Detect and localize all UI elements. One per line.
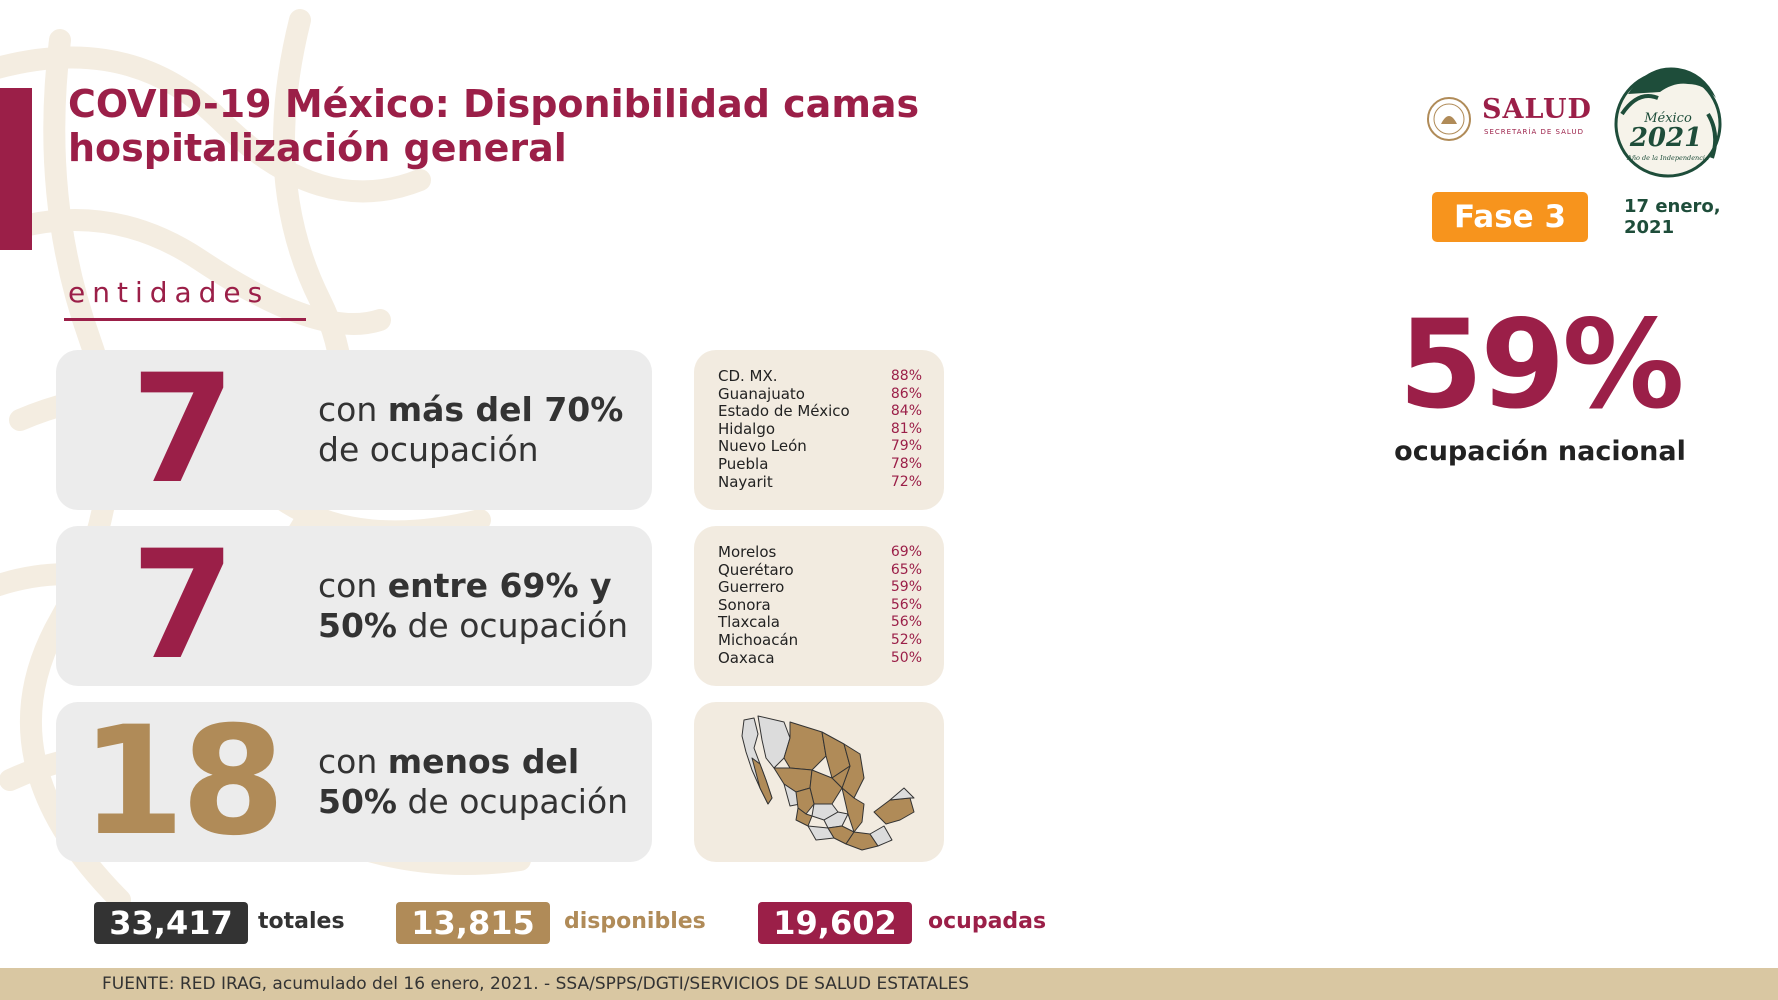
map-card — [694, 702, 944, 862]
state-row: Querétaro 65% — [718, 560, 922, 580]
group-desc-suffix: de ocupación — [397, 782, 629, 821]
state-name: Sonora — [718, 595, 771, 614]
subheading-underline — [64, 318, 306, 321]
state-occupancy-pct: 78% — [890, 455, 922, 472]
state-row: Guerrero 59% — [718, 579, 922, 597]
mexico-map-icon — [741, 715, 915, 851]
group-desc-high: con más del 70% de ocupación — [318, 390, 648, 470]
state-row: CD. MX. 88% — [718, 367, 922, 386]
state-list-high: CD. MX. 88% Guanajuato 86% Estado de México 8… — [718, 367, 922, 492]
group-desc-emphasis: menos del — [387, 742, 580, 781]
state-occupancy-pct: 52% — [890, 631, 922, 648]
state-row: Nayarit 72% — [718, 472, 922, 492]
state-occupancy-pct: 65% — [890, 561, 922, 578]
state-name: Oaxaca — [718, 648, 775, 667]
eagle-serpent-icon: México 2021 Año de la Independencia — [1614, 67, 1722, 178]
title-line-2: hospitalización general — [68, 126, 567, 170]
year-logo-line1: México — [1643, 111, 1692, 126]
state-list-card-mid: Morelos 69% Querétaro 65% Guerrero 59% Sonora 5… — [694, 526, 944, 686]
state-list-card-high: CD. MX. 88% Guanajuato 86% Estado de México 8… — [694, 350, 944, 510]
national-occupancy-value: 59% — [1398, 294, 1684, 436]
state-occupancy-pct: 79% — [890, 438, 922, 455]
year-logo-line2: 2021 — [1629, 123, 1702, 153]
state-name: Tlaxcala — [718, 613, 780, 632]
date-line-1: 17 enero, — [1624, 196, 1721, 217]
state-occupancy-pct: 56% — [890, 614, 922, 631]
section-subheading: entidades — [68, 276, 270, 309]
national-occupancy-label: ocupación nacional — [1394, 436, 1686, 467]
available-beds-label: disponibles — [564, 909, 706, 934]
group-desc-emphasis-2: 50% — [318, 782, 397, 821]
title-accent-bar — [0, 88, 32, 250]
report-date: 17 enero, 2021 — [1624, 196, 1754, 238]
state-occupancy-pct: 56% — [890, 596, 922, 613]
title-line-1: COVID-19 México: Disponibilidad camas — [68, 82, 920, 126]
group-desc-prefix: con — [318, 390, 388, 429]
state-row: Guanajuato 86% — [718, 384, 922, 404]
state-occupancy-pct: 84% — [890, 403, 922, 420]
state-list-mid: Morelos 69% Querétaro 65% Guerrero 59% Sonora 5… — [718, 543, 922, 668]
group-desc-emphasis: más del 70% — [387, 390, 624, 429]
state-name: Nayarit — [718, 472, 773, 491]
state-row: Sonora 56% — [718, 595, 922, 615]
occupied-beds-value: 19,602 — [758, 902, 912, 944]
total-beds-label: totales — [258, 909, 345, 934]
state-occupancy-pct: 86% — [890, 385, 922, 402]
state-name: Hidalgo — [718, 419, 776, 438]
source-footer: FUENTE: RED IRAG, acumulado del 16 enero… — [0, 968, 1778, 1000]
state-row: Michoacán 52% — [718, 630, 922, 650]
group-desc-mid: con entre 69% y 50% de ocupación — [318, 566, 648, 646]
state-name: Estado de México — [718, 402, 850, 421]
group-desc-low: con menos del 50% de ocupación — [318, 742, 648, 822]
state-occupancy-pct: 69% — [890, 544, 922, 560]
occupied-beds-label: ocupadas — [928, 909, 1047, 934]
group-card-mid: 7 con entre 69% y 50% de ocupación — [56, 526, 652, 686]
government-seal-icon — [1427, 97, 1471, 141]
group-desc-prefix: con — [318, 742, 388, 781]
group-count-low: 18 — [80, 695, 286, 869]
state-row: Nuevo León 79% — [718, 438, 922, 456]
group-desc-suffix: de ocupación — [397, 606, 629, 645]
state-row: Oaxaca 50% — [718, 648, 922, 668]
state-occupancy-pct: 81% — [890, 420, 922, 437]
source-text: FUENTE: RED IRAG, acumulado del 16 enero… — [102, 974, 970, 994]
salud-logo: SALUD SECRETARÍA DE SALUD — [1426, 92, 1591, 152]
group-card-high: 7 con más del 70% de ocupación — [56, 350, 652, 510]
available-beds-value: 13,815 — [396, 902, 550, 944]
state-row: Puebla 78% — [718, 454, 922, 474]
state-name: Nuevo León — [718, 437, 807, 456]
state-name: CD. MX. — [718, 367, 778, 385]
group-desc-emphasis: entre 69% y — [387, 566, 612, 605]
group-count-mid: 7 — [130, 519, 235, 693]
phase-badge: Fase 3 — [1432, 192, 1588, 242]
group-card-low: 18 con menos del 50% de ocupación — [56, 702, 652, 862]
group-desc-emphasis-2: 50% — [318, 606, 397, 645]
page-title: COVID-19 México: Disponibilidad camas ho… — [68, 82, 968, 170]
state-name: Guanajuato — [718, 384, 805, 403]
date-line-2: 2021 — [1624, 217, 1675, 238]
state-name: Puebla — [718, 454, 769, 473]
state-row: Hidalgo 81% — [718, 419, 922, 439]
state-row: Tlaxcala 56% — [718, 614, 922, 632]
state-name: Michoacán — [718, 630, 799, 649]
state-occupancy-pct: 72% — [890, 473, 922, 490]
group-desc-prefix: con — [318, 566, 388, 605]
state-occupancy-pct: 50% — [890, 649, 922, 666]
total-beds-value: 33,417 — [94, 902, 248, 944]
salud-wordmark: SALUD — [1482, 94, 1592, 125]
group-count-high: 7 — [130, 343, 235, 517]
state-name: Morelos — [718, 543, 777, 561]
state-row: Estado de México 84% — [718, 403, 922, 421]
state-name: Querétaro — [718, 560, 794, 579]
state-row: Morelos 69% — [718, 543, 922, 562]
group-desc-suffix: de ocupación — [318, 430, 539, 469]
state-occupancy-pct: 88% — [890, 368, 922, 384]
salud-subtitle: SECRETARÍA DE SALUD — [1484, 128, 1584, 136]
year-logo-line3: Año de la Independencia — [1626, 154, 1709, 162]
state-occupancy-pct: 59% — [890, 579, 922, 596]
state-name: Guerrero — [718, 578, 785, 597]
